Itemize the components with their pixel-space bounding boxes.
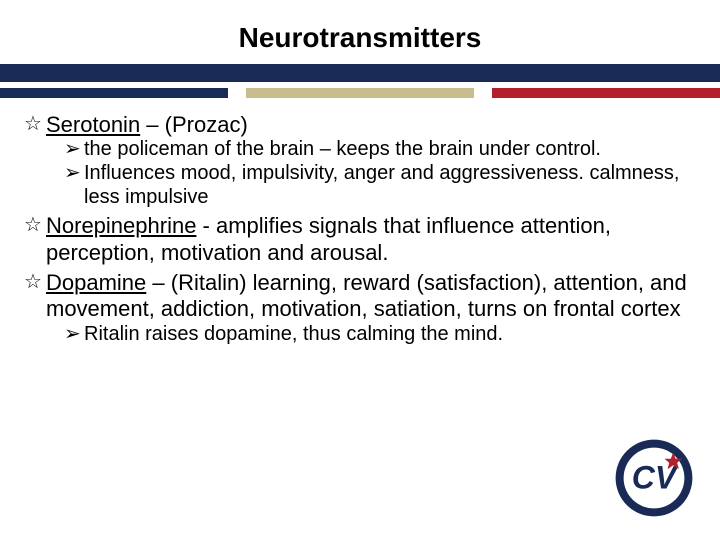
arrow-icon: ➢ bbox=[64, 162, 84, 209]
arrow-icon: ➢ bbox=[64, 138, 84, 162]
cv-logo: CV bbox=[614, 438, 694, 518]
bullet-text: Norepinephrine - amplifies signals that … bbox=[46, 213, 696, 266]
star-icon: ☆ bbox=[24, 213, 46, 266]
sub-text: Influences mood, impulsivity, anger and … bbox=[84, 162, 696, 209]
bullet-text: Serotonin – (Prozac) bbox=[46, 112, 696, 138]
content-area: ☆Serotonin – (Prozac)➢the policeman of t… bbox=[0, 98, 720, 346]
navy-bar bbox=[0, 64, 720, 82]
bullet-sub: ➢Ritalin raises dopamine, thus calming t… bbox=[64, 323, 696, 347]
bullet-text: Dopamine – (Ritalin) learning, reward (s… bbox=[46, 270, 696, 323]
term-underlined: Norepinephrine bbox=[46, 213, 196, 238]
title-band: Neurotransmitters bbox=[0, 0, 720, 98]
slide-title: Neurotransmitters bbox=[0, 0, 720, 64]
sub-text: Ritalin raises dopamine, thus calming th… bbox=[84, 323, 696, 347]
bullet-star: ☆Dopamine – (Ritalin) learning, reward (… bbox=[24, 270, 696, 323]
bullet-star: ☆Norepinephrine - amplifies signals that… bbox=[24, 213, 696, 266]
star-icon: ☆ bbox=[24, 270, 46, 323]
term-underlined: Dopamine bbox=[46, 270, 146, 295]
term-underlined: Serotonin bbox=[46, 112, 140, 137]
sub-text: the policeman of the brain – keeps the b… bbox=[84, 138, 696, 162]
arrow-icon: ➢ bbox=[64, 323, 84, 347]
bullet-star: ☆Serotonin – (Prozac) bbox=[24, 112, 696, 138]
tricolor-divider bbox=[0, 88, 720, 98]
bullet-sub: ➢Influences mood, impulsivity, anger and… bbox=[64, 162, 696, 209]
star-icon: ☆ bbox=[24, 112, 46, 138]
bullet-sub: ➢the policeman of the brain – keeps the … bbox=[64, 138, 696, 162]
term-rest: – (Prozac) bbox=[140, 112, 248, 137]
